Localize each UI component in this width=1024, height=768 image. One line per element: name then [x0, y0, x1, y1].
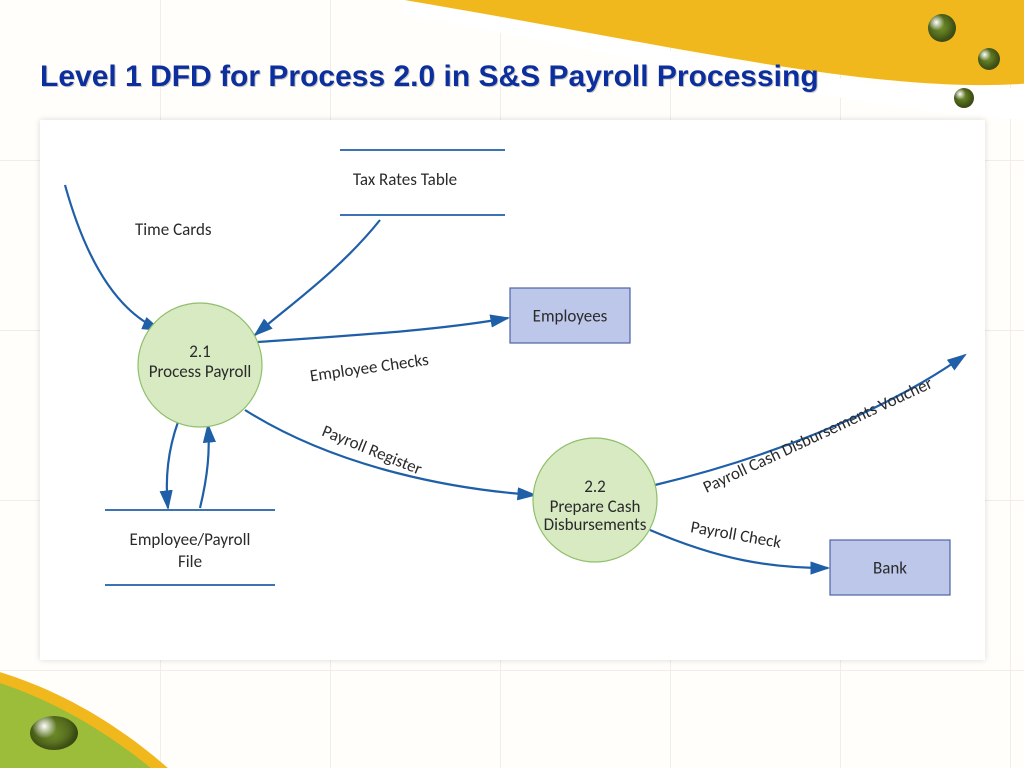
- dfd-diagram: Tax Rates Table Employee/PayrollFile Time …: [40, 120, 985, 660]
- flow-label: Employee Checks: [309, 349, 431, 387]
- flow-empchecks: [258, 318, 508, 342]
- entity-label: Employees: [533, 306, 608, 327]
- process-label: 2.1: [189, 341, 211, 362]
- entity-label: Bank: [873, 558, 907, 579]
- datastore-label: File: [178, 551, 202, 572]
- datastore-label: Tax Rates Table: [353, 169, 457, 190]
- process-label: Process Payroll: [149, 361, 252, 382]
- flow-epf_down: [167, 422, 178, 508]
- slide-title: Level 1 DFD for Process 2.0 in S&S Payro…: [40, 60, 944, 94]
- flow-timecards: [65, 185, 160, 330]
- datastore-label: Employee/Payroll: [130, 529, 251, 550]
- process-label: 2.2: [584, 476, 606, 497]
- flow-label: Payroll Cash Disbursements Voucher: [700, 372, 936, 497]
- flow-taxin: [255, 220, 380, 335]
- flow-label: Payroll Check: [689, 516, 783, 553]
- flow-voucher: [655, 355, 965, 485]
- bubble-icon: [954, 88, 974, 108]
- bubble-icon: [978, 48, 1000, 70]
- bubble-icon: [928, 14, 956, 42]
- bubble-icon: [30, 716, 78, 750]
- process-label: Disbursements: [544, 514, 647, 535]
- flow-label: Time Cards: [135, 219, 212, 240]
- flow-label: Payroll Register: [319, 420, 425, 479]
- flow-epf_up: [200, 425, 209, 508]
